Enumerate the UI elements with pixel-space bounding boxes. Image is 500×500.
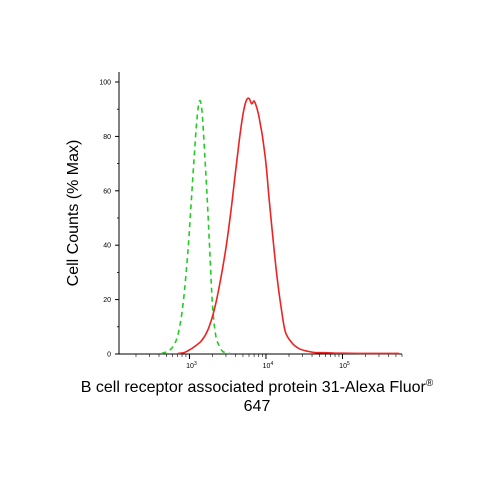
y-tick-label: 40 bbox=[103, 243, 111, 250]
x-tick-label-base: 10 bbox=[339, 363, 347, 370]
x-tick-label-exponent: 5 bbox=[347, 361, 350, 367]
y-tick-label: 80 bbox=[103, 134, 111, 141]
x-tick-label: 103 bbox=[186, 361, 197, 370]
x-tick-label-exponent: 4 bbox=[270, 361, 273, 367]
x-tick-label-exponent: 3 bbox=[194, 361, 197, 367]
x-tick-label: 105 bbox=[339, 361, 350, 370]
series-line-2 bbox=[177, 97, 400, 355]
x-axis-title-line2: 647 bbox=[244, 398, 271, 415]
y-axis-ticks: 0 20 40 60 80 100 bbox=[99, 80, 119, 359]
y-axis-title: Cell Counts (% Max) bbox=[65, 140, 82, 287]
y-tick-label: 20 bbox=[103, 297, 111, 304]
x-axis-ticks: 103 104 105 bbox=[135, 354, 403, 370]
series-line-1 bbox=[161, 99, 231, 355]
plot-frame bbox=[118, 72, 402, 355]
x-axis-title-text: B cell receptor associated protein 31-Al… bbox=[81, 379, 427, 396]
x-axis-title: B cell receptor associated protein 31-Al… bbox=[81, 378, 434, 396]
series-layer bbox=[161, 97, 400, 355]
x-axis-title-superscript: ® bbox=[426, 378, 434, 389]
x-tick-label: 104 bbox=[263, 361, 274, 370]
x-tick-label-base: 10 bbox=[263, 363, 271, 370]
y-tick-label: 60 bbox=[103, 188, 111, 195]
y-tick-label: 100 bbox=[99, 80, 111, 87]
y-tick-label: 0 bbox=[107, 352, 111, 359]
x-tick-label-base: 10 bbox=[186, 363, 194, 370]
